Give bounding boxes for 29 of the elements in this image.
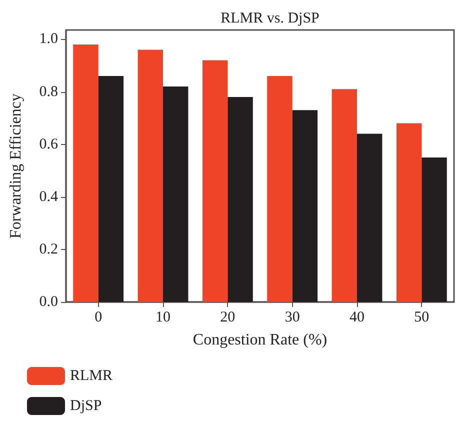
bar	[73, 44, 98, 302]
x-tick-label: 40	[350, 310, 364, 326]
legend-label: RLMR	[70, 368, 113, 384]
x-tick-label: 20	[220, 310, 236, 326]
bar	[163, 86, 188, 302]
x-tick-label: 50	[414, 310, 430, 326]
bar	[98, 76, 124, 302]
x-axis-title: Congestion Rate (%)	[192, 332, 328, 348]
chart-title: RLMR vs. DjSP	[220, 10, 320, 26]
y-tick-label: 0.4	[39, 188, 58, 205]
bar	[267, 76, 292, 302]
bar	[228, 97, 253, 302]
legend-label: DjSP	[70, 398, 102, 414]
bar	[138, 50, 163, 302]
bar	[292, 110, 318, 302]
y-tick-label: 1.0	[39, 31, 58, 48]
y-tick-label: 0.0	[39, 294, 58, 310]
y-tick-label: 0.8	[39, 84, 58, 100]
x-tick-label: 30	[284, 310, 300, 326]
x-tick-label: 10	[156, 310, 170, 326]
bar	[332, 89, 357, 302]
y-tick-label: 0.6	[39, 136, 58, 152]
bar	[422, 157, 447, 302]
y-axis-title: Forwarding Efficiency	[8, 94, 24, 238]
bar	[202, 60, 228, 302]
bar	[357, 134, 382, 302]
bar	[396, 123, 422, 302]
x-tick-label: 0	[94, 310, 102, 326]
y-tick-label: 0.2	[39, 241, 58, 258]
